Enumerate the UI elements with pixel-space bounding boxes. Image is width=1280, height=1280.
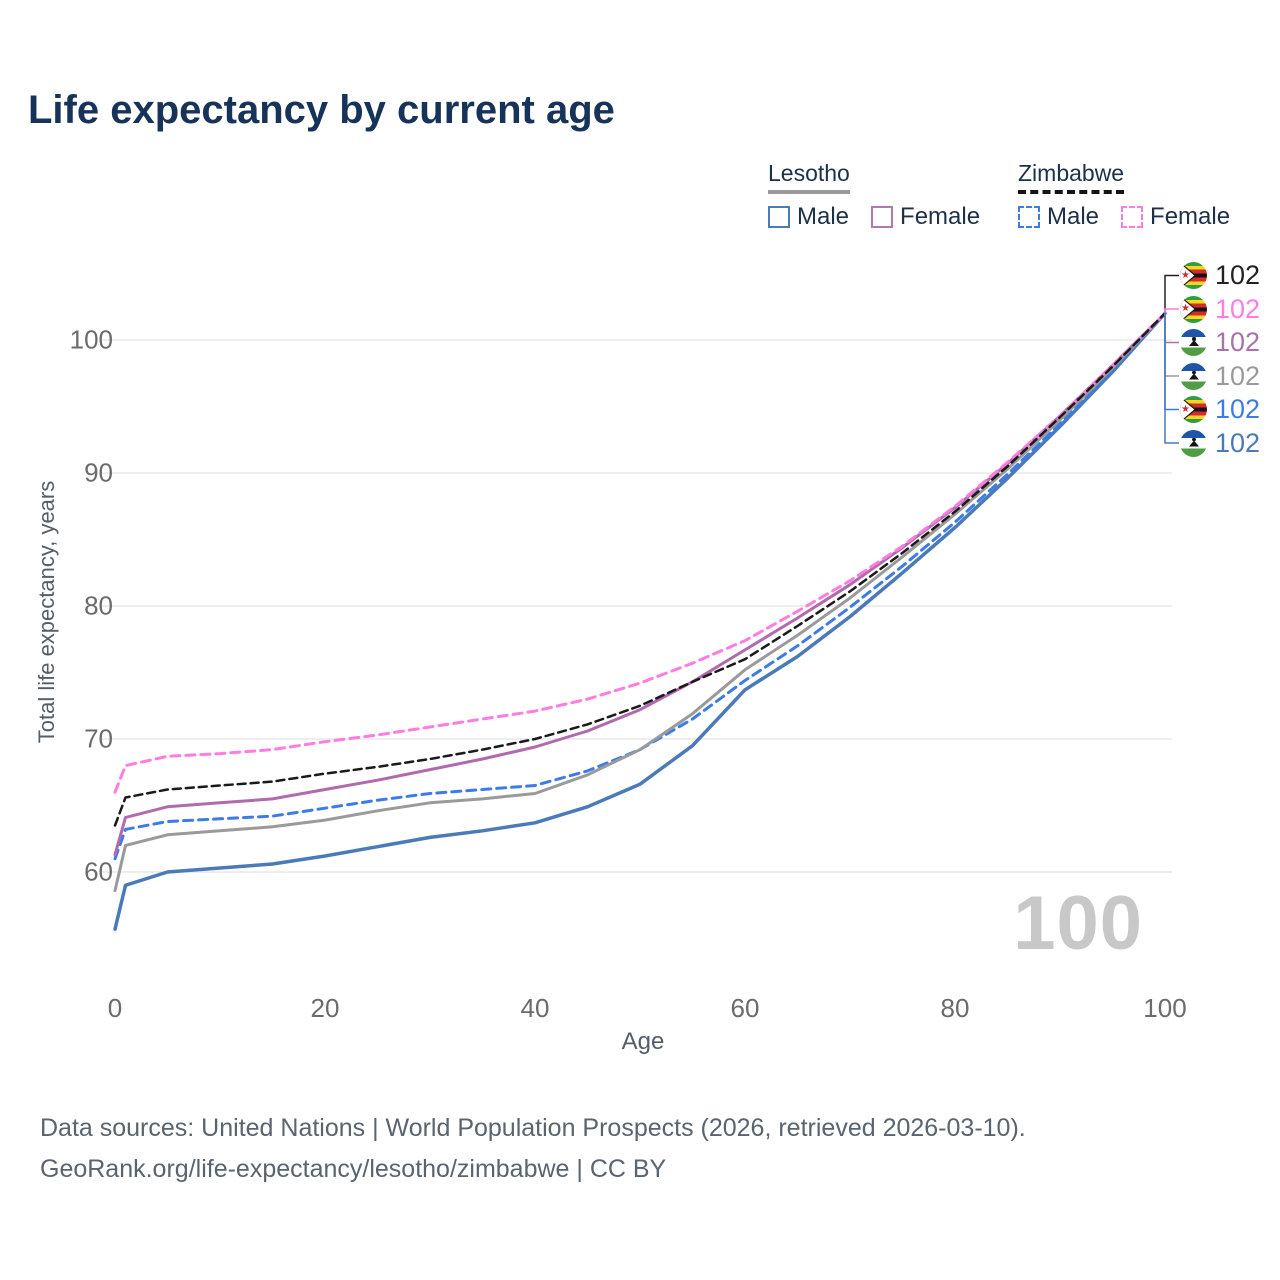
end-label-row: ★ 102 bbox=[1180, 293, 1261, 324]
end-label-connector bbox=[1164, 313, 1179, 344]
legend-group-zimbabwe: Zimbabwe Male Female bbox=[1018, 160, 1230, 231]
gridlines bbox=[100, 339, 1172, 873]
age-watermark: 100 bbox=[1013, 881, 1143, 966]
series-zimbabwe-male-line[interactable] bbox=[113, 311, 1167, 861]
legend-item-label: Female bbox=[1150, 203, 1231, 230]
end-label-row: 102 bbox=[1180, 329, 1260, 356]
series-lesotho-female-line[interactable] bbox=[113, 311, 1167, 857]
end-label-value: 102 bbox=[1215, 260, 1261, 290]
series-lesotho-male-line[interactable] bbox=[113, 311, 1167, 931]
y-axis-title: Total life expectancy, years bbox=[34, 480, 59, 744]
legend: Lesotho Male Female Zimbabwe Male Female bbox=[0, 160, 1280, 240]
end-label-row: ★ 102 bbox=[1180, 262, 1260, 289]
legend-item-label: Male bbox=[797, 203, 850, 230]
y-tick-label: 100 bbox=[69, 324, 113, 355]
lesotho-flag-icon bbox=[1180, 329, 1207, 356]
lesotho-female-swatch-icon bbox=[871, 206, 894, 228]
end-label-value: 102 bbox=[1215, 427, 1261, 458]
legend-item-label: Male bbox=[1047, 203, 1100, 230]
series-zimbabwe-combined-line[interactable] bbox=[113, 312, 1167, 827]
x-tick-label: 40 bbox=[520, 993, 550, 1023]
zimbabwe-flag-icon: ★ bbox=[1180, 295, 1207, 323]
legend-item-lesotho-female[interactable]: Female bbox=[871, 203, 980, 231]
end-label-value: 102 bbox=[1215, 327, 1261, 357]
end-label-connector bbox=[1164, 274, 1179, 314]
footer-data-sources: Data sources: United Nations | World Pop… bbox=[40, 1114, 1026, 1142]
lesotho-flag-icon bbox=[1180, 429, 1207, 457]
end-label-connector bbox=[1164, 313, 1179, 411]
y-tick-label: 70 bbox=[84, 723, 113, 754]
series-lesotho-combined-line[interactable] bbox=[113, 311, 1167, 893]
legend-item-lesotho-male[interactable]: Male bbox=[768, 203, 849, 231]
x-axis-title: Age bbox=[621, 1028, 665, 1055]
end-label-row: 102 bbox=[1180, 427, 1261, 458]
x-tick-label: 20 bbox=[310, 993, 340, 1023]
end-label-value: 102 bbox=[1215, 293, 1261, 324]
footer: Data sources: United Nations | World Pop… bbox=[40, 1108, 1026, 1190]
series-lines bbox=[113, 311, 1167, 931]
series-zimbabwe-female-line[interactable] bbox=[113, 311, 1167, 794]
end-labels-column: ★ 102 ★ 102 102 102 ★ 102 102 bbox=[1180, 262, 1260, 463]
end-label-value: 102 bbox=[1215, 394, 1261, 424]
end-label-connector bbox=[1164, 313, 1179, 444]
y-tick-label: 60 bbox=[84, 856, 113, 887]
lesotho-male-swatch-icon bbox=[768, 206, 790, 228]
zimbabwe-male-swatch-icon bbox=[1018, 206, 1040, 228]
page-title: Life expectancy by current age bbox=[28, 88, 615, 132]
zimbabwe-flag-icon: ★ bbox=[1180, 262, 1207, 289]
y-tick-label: 90 bbox=[84, 457, 113, 488]
legend-item-label: Female bbox=[900, 203, 981, 230]
end-label-row: ★ 102 bbox=[1180, 396, 1260, 423]
end-label-connectors bbox=[1164, 274, 1179, 444]
legend-group-title-lesotho: Lesotho bbox=[768, 160, 850, 194]
legend-group-lesotho: Lesotho Male Female bbox=[768, 160, 980, 231]
y-tick-label: 80 bbox=[84, 590, 113, 621]
zimbabwe-flag-icon: ★ bbox=[1180, 396, 1207, 423]
x-tick-label: 80 bbox=[940, 993, 970, 1023]
footer-attribution[interactable]: GeoRank.org/life-expectancy/lesotho/zimb… bbox=[40, 1155, 667, 1183]
legend-item-zimbabwe-female[interactable]: Female bbox=[1121, 203, 1230, 231]
legend-item-zimbabwe-male[interactable]: Male bbox=[1018, 203, 1099, 231]
legend-group-title-zimbabwe: Zimbabwe bbox=[1018, 160, 1125, 194]
zimbabwe-female-swatch-icon bbox=[1121, 206, 1144, 228]
x-tick-label: 100 bbox=[1143, 993, 1187, 1023]
x-tick-label: 60 bbox=[730, 993, 760, 1023]
end-label-row: 102 bbox=[1180, 360, 1261, 391]
lesotho-flag-icon bbox=[1180, 362, 1207, 390]
end-label-connector bbox=[1164, 313, 1179, 377]
end-label-value: 102 bbox=[1215, 360, 1261, 391]
x-tick-label: 0 bbox=[107, 993, 123, 1023]
end-label-connector bbox=[1164, 308, 1179, 314]
